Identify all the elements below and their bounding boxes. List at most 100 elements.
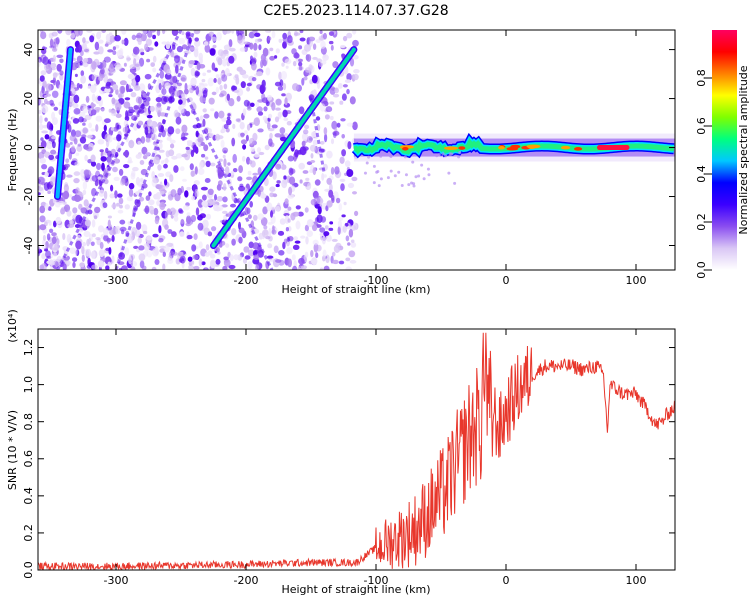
spectrogram-speckle	[124, 204, 130, 210]
spectrogram-speckle	[133, 58, 137, 67]
spectrogram-speckle	[135, 74, 141, 83]
spectrogram-speckle	[224, 30, 232, 34]
band-scatter	[417, 174, 421, 178]
spectrogram-speckle	[99, 149, 104, 153]
spectrogram-speckle	[229, 254, 234, 262]
spectrogram-speckle	[347, 182, 355, 189]
spectrogram-speckle	[199, 161, 204, 169]
spectrogram-speckle	[141, 224, 148, 233]
spectrogram-speckle	[333, 244, 341, 253]
spectrogram-speckle	[116, 142, 121, 148]
spectrogram-speckle	[84, 154, 88, 162]
band-scatter	[437, 152, 441, 156]
spectrogram-speckle	[286, 236, 290, 242]
spectrogram-speckle	[224, 51, 229, 57]
spectrogram-speckle	[144, 126, 149, 136]
spectrogram-speckle	[131, 226, 138, 236]
spectrogram-speckle	[332, 93, 340, 98]
spectrogram-speckle	[299, 179, 303, 184]
spectrogram-speckle	[242, 144, 247, 150]
spectrogram-speckle	[166, 136, 172, 141]
spectrogram-speckle	[72, 118, 80, 124]
spectrogram-speckle	[342, 84, 348, 88]
spectrogram-speckle	[339, 100, 344, 105]
spectrogram-speckle	[256, 71, 263, 77]
spectrogram-speckle	[198, 258, 203, 267]
spectrogram-speckle	[58, 84, 63, 91]
spectrogram-speckle	[198, 82, 204, 86]
spectrogram-speckle	[123, 120, 129, 127]
spectrogram-speckle	[337, 83, 343, 89]
spectrogram-speckle	[146, 248, 153, 258]
y-tick-label: -20	[22, 188, 35, 206]
x-tick-label: 0	[503, 274, 510, 287]
spectrogram-speckle	[257, 167, 262, 176]
spectrogram-speckle	[111, 203, 117, 209]
spectrogram-speckle	[89, 35, 95, 43]
spectrogram-speckle	[46, 121, 52, 130]
spectrogram-speckle	[151, 266, 157, 270]
spectrogram-speckle	[246, 124, 251, 131]
spectrogram-speckle	[91, 93, 96, 103]
spectrogram-speckle	[128, 109, 135, 114]
spectrogram-speckle	[128, 188, 134, 198]
spectrogram-speckle	[298, 257, 305, 265]
spectrogram-speckle	[348, 250, 356, 258]
spectrogram-speckle	[311, 131, 318, 138]
spectrogram-speckle	[298, 65, 303, 71]
spectrogram-speckle	[257, 213, 265, 221]
x-tick-label: -300	[104, 574, 129, 587]
spectrogram-speckle	[337, 226, 341, 235]
spectrogram-speckle	[41, 243, 47, 250]
spectrogram-speckle	[292, 60, 297, 67]
spectrogram-speckle	[180, 218, 185, 225]
spectrogram-speckle	[299, 37, 306, 42]
spectrogram-speckle	[38, 58, 41, 68]
spectrogram-speckle	[352, 121, 358, 131]
spectrogram-speckle	[236, 66, 243, 72]
spectrogram-speckle	[194, 189, 199, 197]
spectrogram-speckle	[208, 132, 214, 138]
spectrogram-speckle	[319, 103, 326, 112]
spectrogram-speckle	[204, 44, 211, 53]
spectrogram-speckle	[41, 253, 46, 260]
spectrogram-speckle	[74, 47, 80, 53]
spectrogram-speckle	[346, 88, 350, 95]
spectrogram-speckle	[82, 189, 87, 195]
spectrogram-speckle	[298, 58, 303, 63]
spectrogram-speckle	[158, 149, 165, 153]
spectrogram-speckle	[140, 51, 145, 56]
spectrogram-speckle	[98, 249, 105, 257]
spectrogram-speckle	[144, 43, 149, 51]
spectrogram-image	[38, 30, 675, 270]
spectrogram-speckle	[250, 147, 256, 153]
band-scatter	[365, 161, 369, 165]
spectrogram-speckle	[186, 234, 193, 240]
spectrogram-speckle	[69, 88, 76, 92]
spectrogram-speckle	[323, 265, 330, 270]
spectrogram-speckle	[155, 97, 162, 103]
spectrogram-speckle	[147, 47, 154, 51]
spectrogram-speckle	[78, 30, 83, 36]
spectrogram-speckle	[126, 57, 131, 61]
spectrogram-speckle	[96, 162, 102, 171]
y-tick-label: 0.4	[22, 487, 35, 505]
spectrogram-speckle	[301, 140, 306, 147]
spectrogram-speckle	[342, 225, 347, 233]
spectrogram-speckle	[251, 57, 257, 64]
snr-panel: -300 -200 -100 0 100 0.0 0.2 0.4 0.6 0.8 1.0 1.2 H…	[6, 309, 676, 596]
spectrogram-speckle	[316, 58, 323, 63]
spectrogram-speckle	[292, 265, 298, 270]
spectrogram-speckle	[237, 35, 243, 44]
spectrogram-speckle	[103, 190, 108, 200]
spectrogram-speckle	[190, 67, 196, 77]
spectrogram-speckle	[282, 41, 287, 49]
spectrogram-speckle	[111, 234, 115, 243]
spectrogram-speckle	[333, 132, 337, 138]
spectrogram-speckle	[135, 62, 141, 71]
colorbar-tick-label: 0.4	[695, 165, 708, 183]
spectrogram-speckle	[231, 228, 237, 236]
spectrogram-speckle	[74, 247, 78, 257]
spectrogram-speckle	[191, 244, 197, 252]
spectrogram-speckle	[238, 236, 243, 244]
